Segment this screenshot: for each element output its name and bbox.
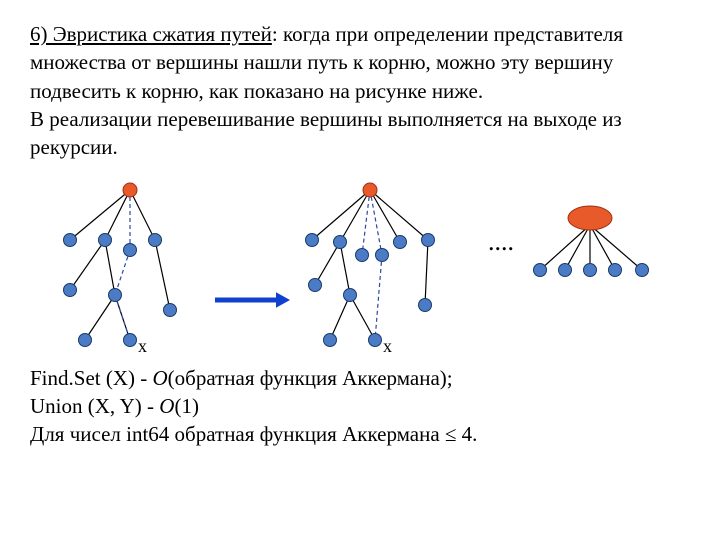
tree-diagram: x x.... xyxy=(30,170,690,360)
footer1b: O xyxy=(153,366,168,390)
footer-block: Find.Set (X) - O(обратная функция Аккерм… xyxy=(30,364,690,449)
footer-line-3: Для чисел int64 обратная функция Аккерма… xyxy=(30,420,690,448)
heading-text: 6) Эвристика сжатия путей xyxy=(30,22,272,46)
svg-text:....: .... xyxy=(488,227,514,256)
footer2a: Union (X, Y) - xyxy=(30,394,159,418)
footer-line-2: Union (X, Y) - O(1) xyxy=(30,392,690,420)
footer-line-1: Find.Set (X) - O(обратная функция Аккерм… xyxy=(30,364,690,392)
svg-text:x: x xyxy=(383,336,392,356)
footer1a: Find.Set (X) - xyxy=(30,366,153,390)
heading-paragraph: 6) Эвристика сжатия путей: когда при опр… xyxy=(30,20,690,162)
footer2b: O xyxy=(159,394,174,418)
diagram-area: x x.... xyxy=(30,170,690,360)
footer1c: (обратная функция Аккермана); xyxy=(168,366,453,390)
footer2c: (1) xyxy=(174,394,199,418)
svg-text:x: x xyxy=(138,336,147,356)
